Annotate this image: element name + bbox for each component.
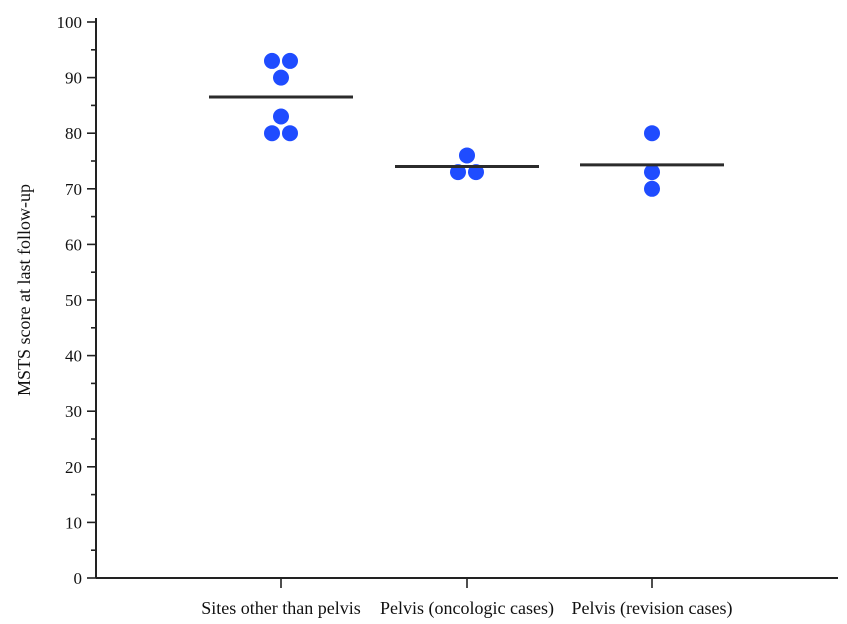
data-point <box>450 164 466 181</box>
y-tick-label: 40 <box>65 347 82 366</box>
y-tick-label: 0 <box>74 569 83 588</box>
data-point <box>459 147 475 164</box>
data-point <box>282 52 298 69</box>
y-tick-label: 60 <box>65 235 82 254</box>
data-point <box>273 108 289 125</box>
y-tick-label: 80 <box>65 124 82 143</box>
x-tick-label: Sites other than pelvis <box>201 598 360 618</box>
data-point <box>264 52 280 69</box>
data-point <box>644 125 660 142</box>
x-tick-label: Pelvis (revision cases) <box>572 598 733 619</box>
data-point <box>468 164 484 181</box>
y-tick-label: 100 <box>57 13 83 32</box>
data-point <box>644 180 660 197</box>
y-tick-label: 10 <box>65 513 82 532</box>
y-axis-title: MSTS score at last follow-up <box>14 184 34 396</box>
y-tick-label: 30 <box>65 402 82 421</box>
data-point <box>644 164 660 181</box>
data-point <box>264 125 280 142</box>
x-tick-label: Pelvis (oncologic cases) <box>380 598 554 619</box>
y-tick-label: 50 <box>65 291 82 310</box>
x-axis: Sites other than pelvis Pelvis (oncologic… <box>96 577 838 619</box>
plot-area <box>209 52 724 197</box>
data-point <box>273 69 289 86</box>
y-axis: 0 10 20 30 40 50 60 70 80 90 100 <box>57 13 97 588</box>
data-point <box>282 125 298 142</box>
y-tick-label: 90 <box>65 69 82 88</box>
y-tick-label: 20 <box>65 458 82 477</box>
y-tick-label: 70 <box>65 180 82 199</box>
